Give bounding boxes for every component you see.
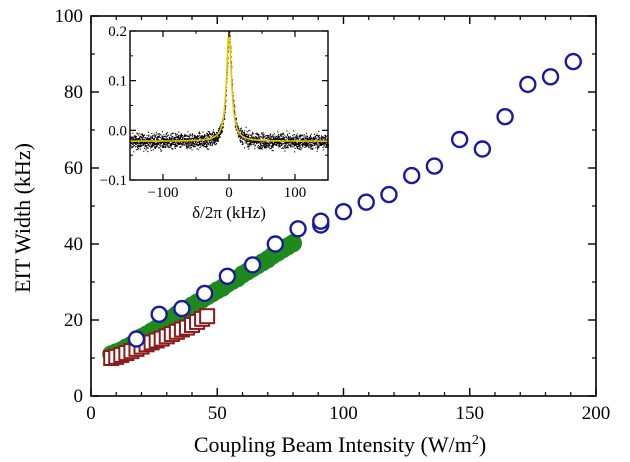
data-point-open-circle <box>266 235 285 253</box>
data-point-open-circle <box>312 212 330 230</box>
x-tick-label: 150 <box>456 403 485 424</box>
x-tick-label: 200 <box>582 403 611 424</box>
inset-plot: −100 0 100 −0.1 0.0 0.1 0.2 δ/2π (kHz) <box>100 24 329 222</box>
data-point-open-square <box>199 308 216 325</box>
data-point-open-circle <box>289 220 307 238</box>
data-point-open-circle <box>519 75 537 94</box>
y-tick-label: 0 <box>74 386 84 407</box>
inset-noisy-spectrum <box>130 31 329 153</box>
data-point-open-circle <box>402 166 421 185</box>
inset-y-tick-label: 0.2 <box>108 24 127 40</box>
data-point-open-circle <box>473 140 492 158</box>
main-axis-ticks <box>90 15 597 397</box>
data-point-open-circle <box>450 130 469 149</box>
data-point-open-circle <box>334 202 353 221</box>
x-tick-label: 50 <box>208 403 227 424</box>
y-tick-label: 80 <box>64 82 83 103</box>
x-tick-label: 100 <box>329 403 358 424</box>
y-tick-label: 20 <box>64 310 83 331</box>
inset-x-tick-label: 0 <box>225 185 233 201</box>
x-tick-label: 0 <box>86 403 96 424</box>
inset-axis-ticks <box>129 30 329 181</box>
series-open-circles <box>127 52 582 348</box>
data-point-open-circle <box>127 330 146 348</box>
data-point-open-circle <box>425 157 444 175</box>
data-point-open-circle <box>496 107 514 126</box>
data-point-open-circle <box>173 299 191 318</box>
main-tick-labels: 0 50 100 150 200 0 20 40 60 80 100 <box>55 6 611 424</box>
data-point-open-circle <box>243 256 262 274</box>
data-point-open-circle <box>218 267 237 285</box>
data-point-open-circle <box>541 68 560 86</box>
inset-background <box>130 31 328 180</box>
inset-y-tick-label: 0.0 <box>108 123 127 139</box>
data-point-open-circle <box>150 305 168 323</box>
inset-y-tick-label: −0.1 <box>100 173 127 189</box>
inset-tick-labels: −100 0 100 −0.1 0.0 0.1 0.2 <box>100 24 306 201</box>
inset-data-points <box>130 31 329 180</box>
x-axis-title: Coupling Beam Intensity (W/m2) <box>194 432 486 457</box>
inset-x-tick-label: 100 <box>284 185 307 201</box>
inset-x-tick-label: −100 <box>148 185 179 201</box>
data-point-open-circle <box>195 284 214 303</box>
y-axis-title: EIT Width (kHz) <box>10 143 35 293</box>
data-point-open-circle <box>380 185 398 204</box>
inset-x-axis-title: δ/2π (kHz) <box>192 203 266 222</box>
y-tick-label: 40 <box>64 234 83 255</box>
y-tick-label: 60 <box>64 158 83 179</box>
inset-y-tick-label: 0.1 <box>108 74 127 90</box>
y-tick-label: 100 <box>55 6 84 27</box>
data-point-open-circle <box>564 52 582 71</box>
data-point-open-circle <box>357 193 375 211</box>
